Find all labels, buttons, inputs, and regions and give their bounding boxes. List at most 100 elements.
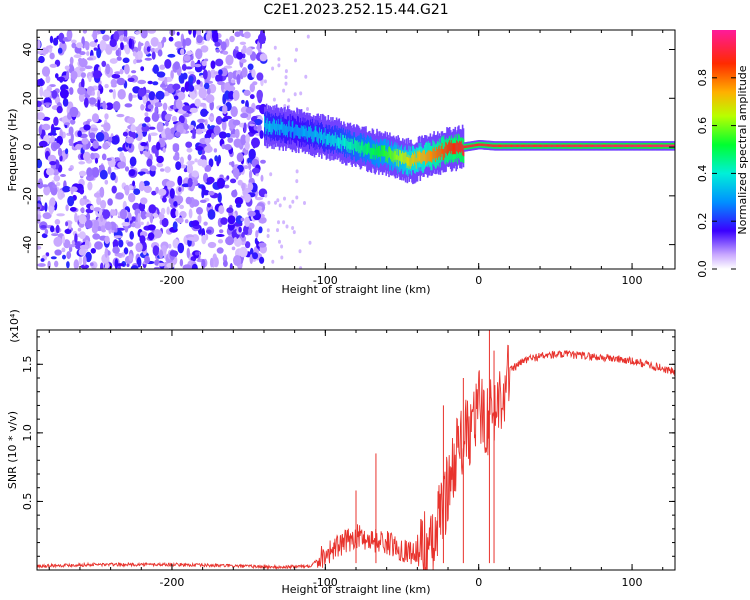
signal-cell bbox=[326, 133, 329, 145]
signal-cell bbox=[336, 134, 339, 146]
signal-cell bbox=[497, 144, 500, 148]
noise-speckle bbox=[287, 98, 291, 103]
noise-speckle bbox=[282, 220, 286, 225]
noise-speckle bbox=[298, 249, 302, 254]
noise-speckle bbox=[135, 54, 139, 61]
noise-speckle bbox=[114, 228, 118, 233]
noise-speckle bbox=[88, 97, 97, 105]
noise-speckle bbox=[157, 49, 163, 57]
noise-speckle bbox=[92, 70, 102, 79]
signal-cell bbox=[437, 146, 440, 158]
signal-cell bbox=[411, 155, 413, 167]
noise-speckle bbox=[259, 130, 264, 139]
signal-cell bbox=[409, 155, 411, 167]
signal-cell bbox=[577, 144, 580, 148]
noise-speckle bbox=[50, 225, 55, 233]
noise-speckle bbox=[49, 52, 55, 60]
noise-speckle bbox=[230, 79, 236, 84]
noise-speckle bbox=[248, 148, 256, 160]
noise-speckle bbox=[264, 193, 268, 198]
noise-speckle bbox=[190, 91, 196, 100]
noise-speckle bbox=[269, 172, 273, 177]
noise-speckle bbox=[276, 228, 279, 233]
noise-speckle bbox=[62, 185, 71, 193]
signal-cell bbox=[461, 143, 464, 155]
noise-speckle bbox=[217, 81, 225, 86]
snr-panel: -200 -100 0 100 0.5 1.0 1.5 Height of straight… bbox=[6, 309, 676, 596]
signal-cell bbox=[508, 144, 511, 148]
noise-speckle bbox=[95, 132, 105, 142]
noise-speckle bbox=[278, 203, 282, 208]
noise-speckle bbox=[90, 152, 95, 160]
noise-speckle bbox=[49, 197, 56, 207]
signal-cell bbox=[320, 131, 322, 143]
noise-speckle bbox=[55, 73, 59, 79]
noise-speckle bbox=[37, 214, 42, 219]
signal-cell bbox=[325, 135, 328, 147]
signal-cell bbox=[566, 144, 569, 148]
spectrogram-xlabel: Height of straight line (km) bbox=[281, 283, 430, 296]
noise-speckle bbox=[43, 102, 52, 106]
noise-speckle bbox=[196, 79, 201, 85]
noise-speckle bbox=[201, 60, 207, 67]
noise-speckle bbox=[227, 71, 234, 80]
noise-speckle bbox=[232, 119, 241, 126]
signal-cell bbox=[560, 144, 562, 148]
signal-cell bbox=[477, 143, 480, 147]
noise-speckle bbox=[116, 77, 126, 86]
noise-speckle bbox=[70, 70, 78, 80]
signal-cell bbox=[278, 124, 281, 136]
noise-speckle bbox=[96, 47, 102, 59]
noise-speckle bbox=[39, 86, 44, 97]
signal-cell bbox=[356, 140, 358, 152]
noise-speckle bbox=[213, 125, 221, 136]
noise-speckle bbox=[100, 214, 104, 222]
noise-speckle bbox=[144, 57, 152, 61]
signal-cell bbox=[375, 148, 377, 160]
signal-cell bbox=[287, 126, 289, 138]
signal-cell bbox=[364, 144, 366, 156]
signal-cell bbox=[444, 146, 446, 158]
signal-cell bbox=[478, 143, 480, 146]
noise-speckle bbox=[159, 249, 164, 259]
noise-speckle bbox=[164, 59, 172, 69]
y-tick-label: -40 bbox=[21, 236, 34, 254]
signal-cell bbox=[317, 132, 319, 143]
noise-speckle bbox=[231, 246, 236, 251]
signal-cell bbox=[539, 144, 541, 148]
signal-cell bbox=[656, 144, 658, 148]
noise-speckle bbox=[92, 30, 98, 41]
signal-cell bbox=[328, 133, 330, 145]
noise-speckle bbox=[206, 87, 211, 96]
signal-cell bbox=[347, 137, 350, 149]
signal-cell bbox=[463, 145, 466, 149]
signal-cell bbox=[288, 119, 291, 145]
signal-cell bbox=[641, 144, 643, 148]
noise-speckle bbox=[124, 63, 130, 75]
noise-speckle bbox=[240, 217, 245, 222]
signal-cell bbox=[584, 144, 586, 148]
signal-cell bbox=[541, 144, 543, 148]
signal-cell bbox=[303, 125, 306, 137]
signal-cell bbox=[567, 144, 570, 148]
signal-cell bbox=[633, 144, 635, 148]
signal-cell bbox=[484, 143, 487, 147]
y-tick-label: 40 bbox=[21, 43, 34, 57]
noise-speckle bbox=[185, 141, 193, 148]
signal-cell bbox=[405, 152, 408, 164]
signal-cell bbox=[672, 144, 675, 148]
noise-speckle bbox=[140, 104, 145, 111]
signal-cell bbox=[272, 121, 274, 133]
signal-cell bbox=[548, 144, 550, 148]
noise-speckle bbox=[251, 137, 260, 148]
noise-speckle bbox=[45, 104, 50, 108]
noise-speckle bbox=[91, 167, 100, 178]
signal-cell bbox=[471, 144, 474, 147]
noise-speckle bbox=[179, 204, 185, 210]
noise-speckle bbox=[52, 142, 61, 149]
signal-cell bbox=[514, 144, 516, 148]
noise-speckle bbox=[91, 90, 95, 96]
noise-speckle bbox=[258, 216, 267, 224]
noise-speckle bbox=[147, 80, 153, 85]
